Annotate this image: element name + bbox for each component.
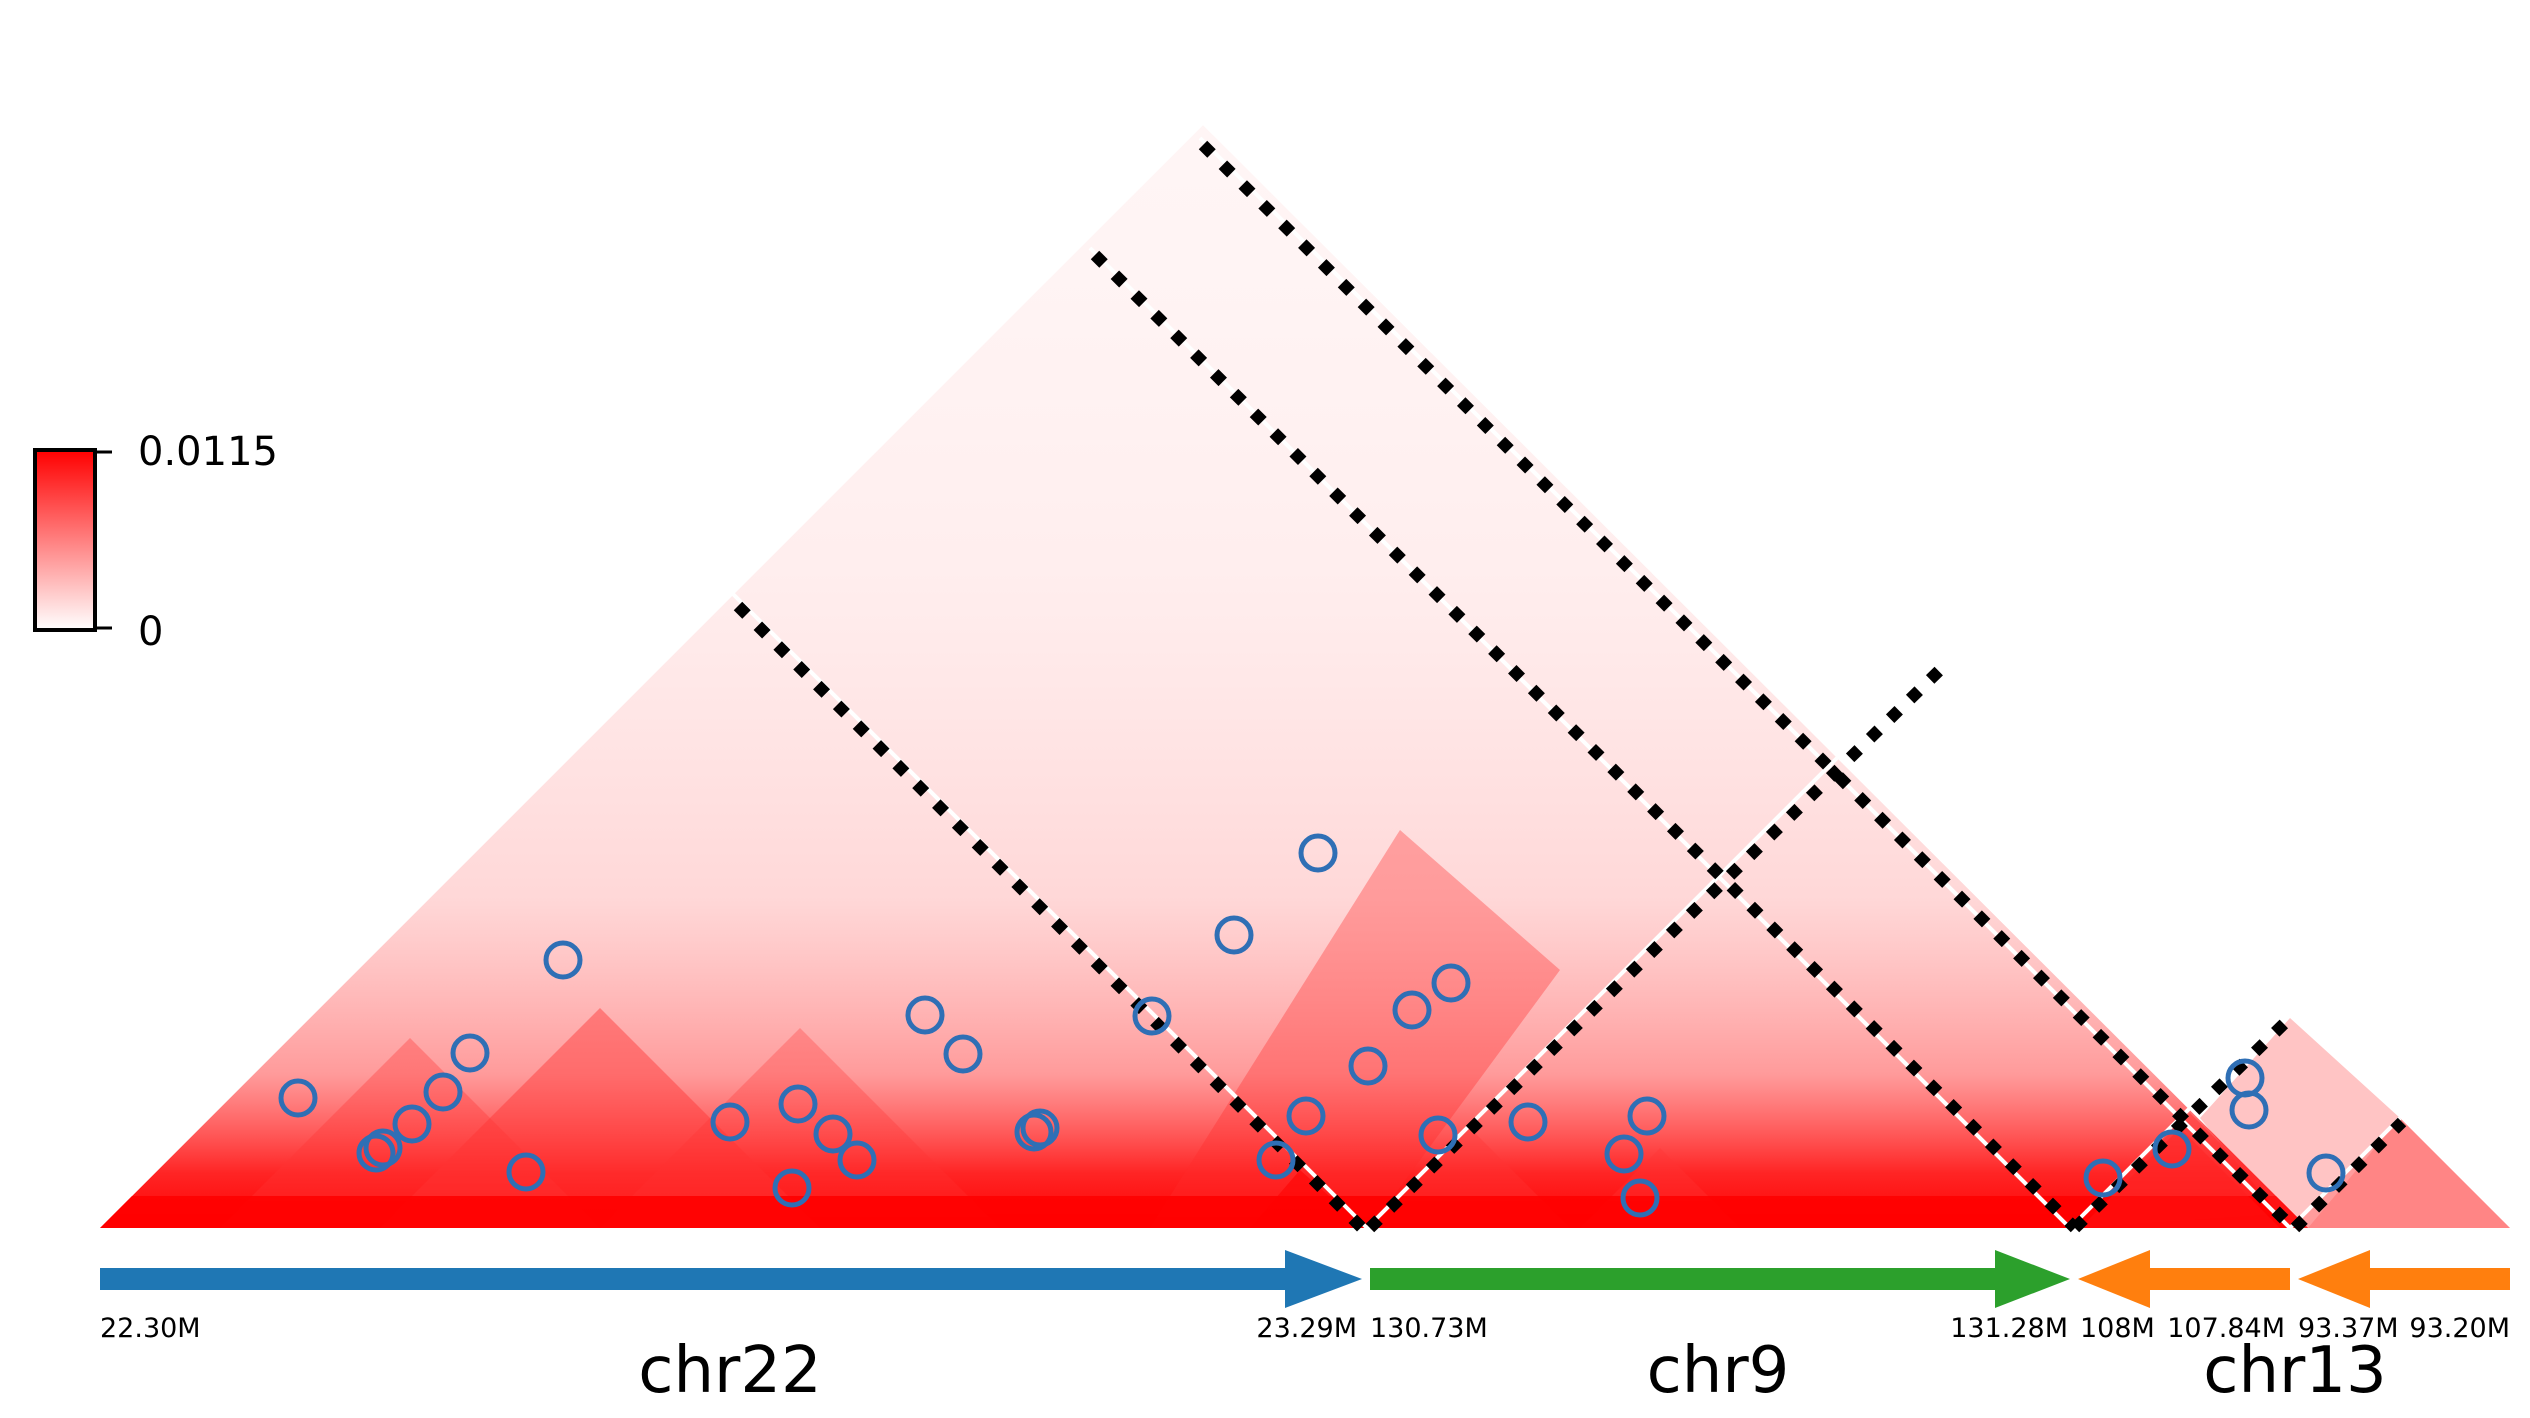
- chr9-start-label: 130.73M: [1370, 1313, 1488, 1344]
- segment-arrow-chr9: [1370, 1250, 2070, 1308]
- domain-block: [600, 1028, 1000, 1228]
- loop-circle: [1392, 990, 1432, 1030]
- loop-circle: [1620, 1178, 1660, 1218]
- loop-circle: [1298, 833, 1338, 873]
- chr13-right-block: [2290, 1118, 2510, 1228]
- loop-circle: [2306, 1153, 2346, 1193]
- boundary-line-chr13a-right: [2070, 1008, 2300, 1233]
- loop-circle: [1014, 1112, 1054, 1152]
- loop-circle: [778, 1084, 818, 1124]
- chr22-end-label: 23.29M: [1256, 1313, 1357, 1344]
- loop-circle: [278, 1078, 318, 1118]
- chr13a-end-label: 107.84M: [2167, 1313, 2285, 1344]
- domain-block: [1150, 830, 1560, 1228]
- chr9-end-label: 131.28M: [1950, 1313, 2068, 1344]
- loop-circle: [2229, 1090, 2269, 1130]
- dotted-boundary-lines: [733, 140, 2407, 1233]
- loop-circle: [837, 1140, 877, 1180]
- loop-circle: [2083, 1158, 2123, 1198]
- chr22-start-label: 22.30M: [100, 1313, 201, 1344]
- loop-circle: [543, 940, 583, 980]
- segment-arrow-chr13-b: [2298, 1250, 2510, 1308]
- colorbar-max-label: 0.0115: [138, 429, 278, 475]
- loop-circle: [1627, 1096, 1667, 1136]
- loop-circle: [1418, 1115, 1458, 1155]
- segment-arrow-chr22: [100, 1250, 1362, 1308]
- domain-block: [220, 1038, 600, 1228]
- loop-circle: [1604, 1134, 1644, 1174]
- loop-circle: [772, 1168, 812, 1208]
- segment-arrows: [100, 1250, 2510, 1308]
- chrom-label-chr9: chr9: [1647, 1334, 1790, 1408]
- boundary-line-chr22-chr9: [733, 601, 1367, 1233]
- coordinate-labels: 22.30M 23.29M 130.73M 131.28M 108M 107.8…: [100, 1313, 2510, 1344]
- loop-circle: [1214, 915, 1254, 955]
- chromosome-labels: chr22 chr9 chr13: [638, 1334, 2387, 1408]
- loop-circle: [1431, 963, 1471, 1003]
- loop-markers: [278, 833, 2346, 1218]
- loop-circle: [1256, 1140, 1296, 1180]
- loop-circle: [1020, 1108, 1060, 1148]
- loop-circle: [1508, 1102, 1548, 1142]
- domain-block: [380, 1008, 820, 1228]
- heatmap-distance-fade: [100, 125, 2308, 1228]
- boundary-line-chr9-right: [1365, 657, 1953, 1233]
- colorbar: 0.0115 0: [33, 429, 278, 655]
- chr13b-end-label: 93.20M: [2409, 1313, 2510, 1344]
- loop-circle: [1132, 996, 1172, 1036]
- chr13-subtriangle: [2080, 1120, 2308, 1228]
- loop-circle: [450, 1033, 490, 1073]
- loop-circle: [356, 1133, 396, 1173]
- loop-circle: [813, 1114, 853, 1154]
- loop-circle: [943, 1034, 983, 1074]
- chrom-label-chr22: chr22: [638, 1334, 822, 1408]
- loop-circle: [1348, 1046, 1388, 1086]
- loop-circle: [1286, 1096, 1326, 1136]
- contact-map: [100, 125, 2308, 1228]
- boundary-line-chr9-chr13a: [1090, 250, 2080, 1233]
- boundary-line-chr13a-chr13b: [1198, 140, 2298, 1233]
- loop-circle: [423, 1072, 463, 1112]
- loop-circle: [506, 1152, 546, 1192]
- colorbar-gradient: [33, 448, 97, 632]
- diagonal-band: [100, 1196, 2308, 1228]
- loop-circle: [710, 1102, 750, 1142]
- chr13-center-block: [2200, 1018, 2400, 1228]
- segment-arrow-chr13-a: [2078, 1250, 2290, 1308]
- colorbar-min-label: 0: [138, 609, 163, 655]
- loop-circle: [363, 1128, 403, 1168]
- chrom-label-chr13: chr13: [2203, 1334, 2387, 1408]
- loop-circle: [2152, 1129, 2192, 1169]
- loop-circle: [392, 1104, 432, 1144]
- loop-circle: [905, 995, 945, 1035]
- chr13a-start-label: 108M: [2080, 1313, 2155, 1344]
- chr13b-start-label: 93.37M: [2298, 1313, 2399, 1344]
